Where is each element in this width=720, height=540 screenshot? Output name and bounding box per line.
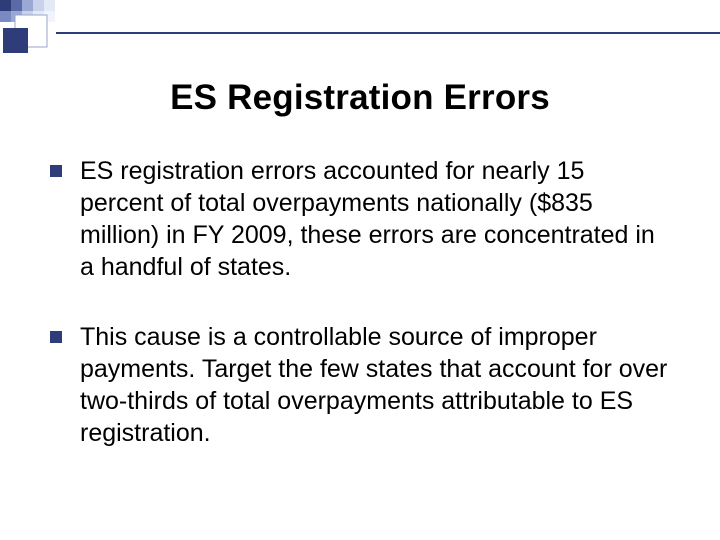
bullet-item: This cause is a controllable source of i… [50,321,670,449]
corner-decoration [0,0,720,56]
slide-title: ES Registration Errors [0,78,720,118]
bullet-item: ES registration errors accounted for nea… [50,155,670,283]
square-bullet-icon [50,165,62,177]
square-bullet-icon [50,331,62,343]
bullet-text: This cause is a controllable source of i… [80,321,670,449]
bullet-text: ES registration errors accounted for nea… [80,155,670,283]
slide-body: ES registration errors accounted for nea… [50,155,670,487]
slide: ES Registration Errors ES registration e… [0,0,720,540]
